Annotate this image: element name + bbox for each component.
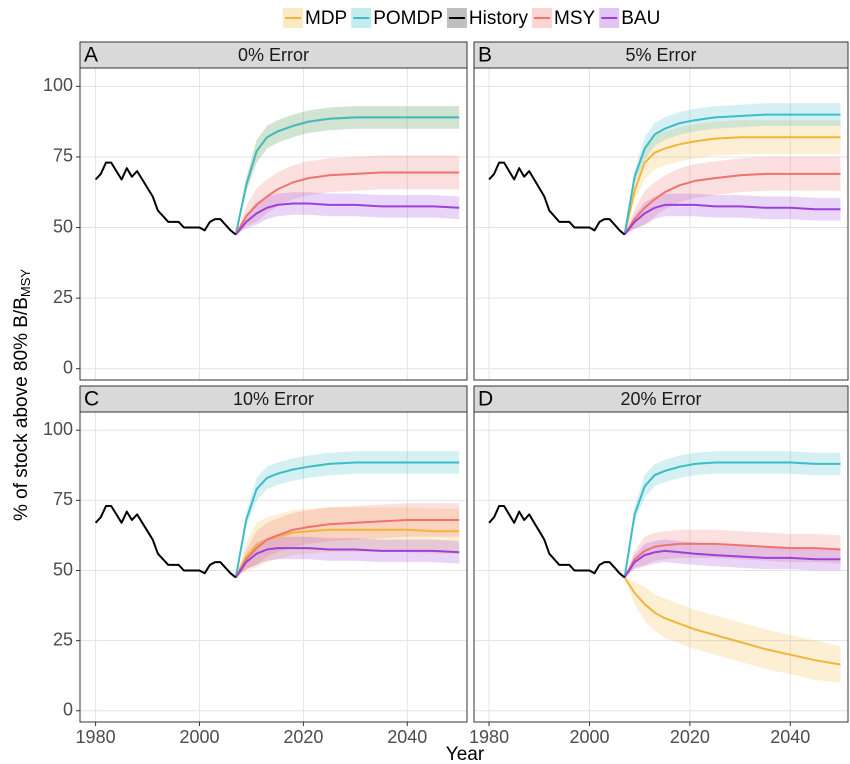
y-tick-label: 75 (53, 489, 73, 509)
y-tick-label: 0 (63, 700, 73, 720)
series-line (623, 461, 841, 578)
y-tick-label: 50 (53, 216, 73, 236)
series-line (623, 576, 841, 666)
x-tick-label: 2000 (179, 727, 219, 747)
panel-title: 5% Error (625, 45, 696, 65)
series-line (234, 528, 460, 578)
series-line (234, 547, 460, 579)
panel-letter: B (478, 44, 492, 67)
y-tick-label: 0 (63, 357, 73, 377)
legend-label: History (469, 8, 529, 29)
ribbon (624, 529, 841, 578)
strip (473, 385, 849, 413)
ribbon (624, 193, 841, 235)
x-tick-label: 2040 (387, 727, 427, 747)
y-tick-label: 100 (43, 419, 73, 439)
series-line (623, 549, 841, 579)
ribbon (624, 120, 841, 235)
panel-letter: A (84, 44, 98, 67)
y-axis-title-subscript: MSY (18, 269, 33, 298)
series-line (234, 519, 460, 578)
series-line (94, 161, 237, 236)
ribbon (624, 156, 841, 235)
panel-title: 10% Error (233, 389, 314, 409)
legend-label: POMDP (373, 8, 443, 29)
series-line (94, 505, 237, 579)
y-tick-label: 75 (53, 146, 73, 166)
ribbon (235, 106, 460, 235)
ribbon (235, 106, 460, 235)
ribbon (235, 451, 460, 578)
plot-background (474, 68, 848, 380)
series-line (235, 202, 460, 236)
legend-label: BAU (621, 8, 660, 29)
series-line (623, 136, 841, 235)
ribbon (624, 103, 841, 235)
strip (473, 41, 849, 69)
legend-label: MDP (305, 8, 347, 29)
ribbon (624, 577, 841, 683)
panel-title: 0% Error (238, 45, 309, 65)
series-line (488, 505, 626, 579)
ribbon (235, 536, 460, 578)
x-tick-label: 1980 (469, 727, 509, 747)
ribbon (235, 155, 460, 235)
ribbon (235, 503, 460, 578)
y-tick-label: 100 (43, 75, 73, 95)
panel-title: 20% Error (620, 389, 701, 409)
plot-background (80, 68, 467, 380)
panel-letter: D (478, 388, 493, 411)
ribbon (624, 539, 841, 578)
series-line (623, 203, 841, 236)
y-tick-label: 25 (53, 287, 73, 307)
panel-letter: C (84, 388, 99, 411)
strip (79, 41, 468, 69)
y-tick-label: 25 (53, 629, 73, 649)
x-tick-label: 2040 (770, 727, 810, 747)
legend-label: MSY (554, 8, 596, 29)
ribbon (235, 507, 460, 578)
x-axis-title: Year (446, 744, 485, 764)
x-tick-label: 1980 (76, 727, 116, 747)
plot-background (80, 412, 467, 722)
series-line (488, 161, 626, 236)
series-line (623, 172, 841, 236)
y-axis-title: % of stock above 80% B/BMSY (11, 269, 33, 521)
plot-background (474, 412, 848, 722)
x-tick-label: 2000 (569, 727, 609, 747)
x-tick-label: 2020 (670, 727, 710, 747)
x-tick-label: 2020 (283, 727, 323, 747)
series-line (234, 171, 460, 236)
series-line (623, 542, 841, 578)
strip (79, 385, 468, 413)
series-line (623, 113, 841, 235)
y-tick-label: 50 (53, 559, 73, 579)
y-axis-title-text: % of stock above 80% B/B (11, 297, 32, 521)
series-line (234, 461, 460, 578)
series-line (234, 116, 460, 235)
